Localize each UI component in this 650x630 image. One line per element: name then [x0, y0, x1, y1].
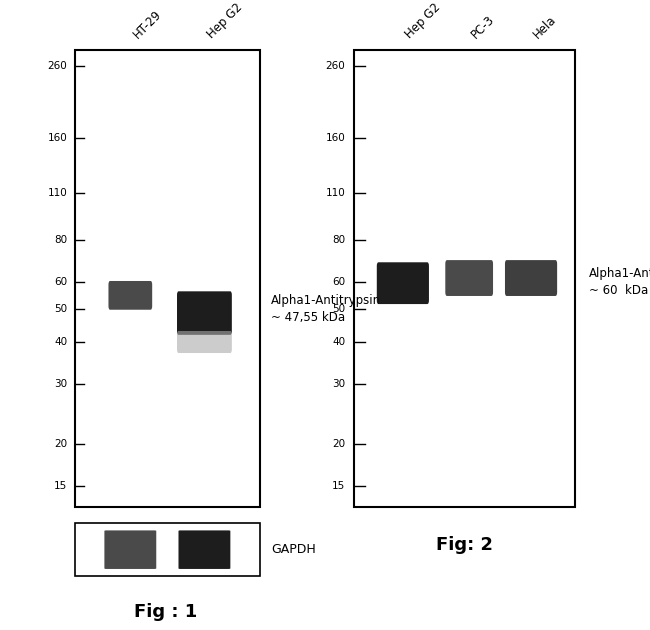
- Text: Fig: 2: Fig: 2: [436, 536, 493, 554]
- FancyBboxPatch shape: [109, 281, 152, 310]
- Text: Alpha1-Antitrypsin
~ 60  kDa: Alpha1-Antitrypsin ~ 60 kDa: [588, 267, 650, 297]
- FancyBboxPatch shape: [179, 530, 230, 569]
- Text: 20: 20: [54, 438, 68, 449]
- Text: 110: 110: [47, 188, 68, 198]
- Text: Alpha1-Antitrypsin
~ 47,55 kDa: Alpha1-Antitrypsin ~ 47,55 kDa: [271, 294, 382, 324]
- Text: 20: 20: [332, 438, 345, 449]
- FancyBboxPatch shape: [377, 262, 429, 304]
- Text: Hela: Hela: [531, 13, 559, 42]
- Text: Hep G2: Hep G2: [204, 1, 244, 42]
- Text: 15: 15: [54, 481, 68, 491]
- FancyBboxPatch shape: [445, 260, 493, 296]
- Text: GAPDH: GAPDH: [271, 543, 316, 556]
- Text: Hep G2: Hep G2: [403, 1, 443, 42]
- Text: 110: 110: [326, 188, 345, 198]
- Text: HT-29: HT-29: [130, 8, 164, 42]
- Text: 80: 80: [332, 235, 345, 245]
- Text: 40: 40: [54, 337, 68, 346]
- Text: 160: 160: [326, 133, 345, 143]
- Text: Fig : 1: Fig : 1: [134, 602, 198, 621]
- Text: 50: 50: [54, 304, 68, 314]
- Text: 30: 30: [332, 379, 345, 389]
- Text: 30: 30: [54, 379, 68, 389]
- FancyBboxPatch shape: [505, 260, 557, 296]
- FancyBboxPatch shape: [177, 331, 232, 353]
- Text: 260: 260: [326, 62, 345, 71]
- Text: 260: 260: [47, 62, 68, 71]
- FancyBboxPatch shape: [105, 530, 156, 569]
- Text: 50: 50: [332, 304, 345, 314]
- FancyBboxPatch shape: [177, 291, 232, 335]
- Text: PC-3: PC-3: [469, 13, 497, 42]
- Text: 60: 60: [54, 277, 68, 287]
- Text: 15: 15: [332, 481, 345, 491]
- Text: 60: 60: [332, 277, 345, 287]
- Text: 40: 40: [332, 337, 345, 346]
- Text: 80: 80: [54, 235, 68, 245]
- Text: 160: 160: [47, 133, 68, 143]
